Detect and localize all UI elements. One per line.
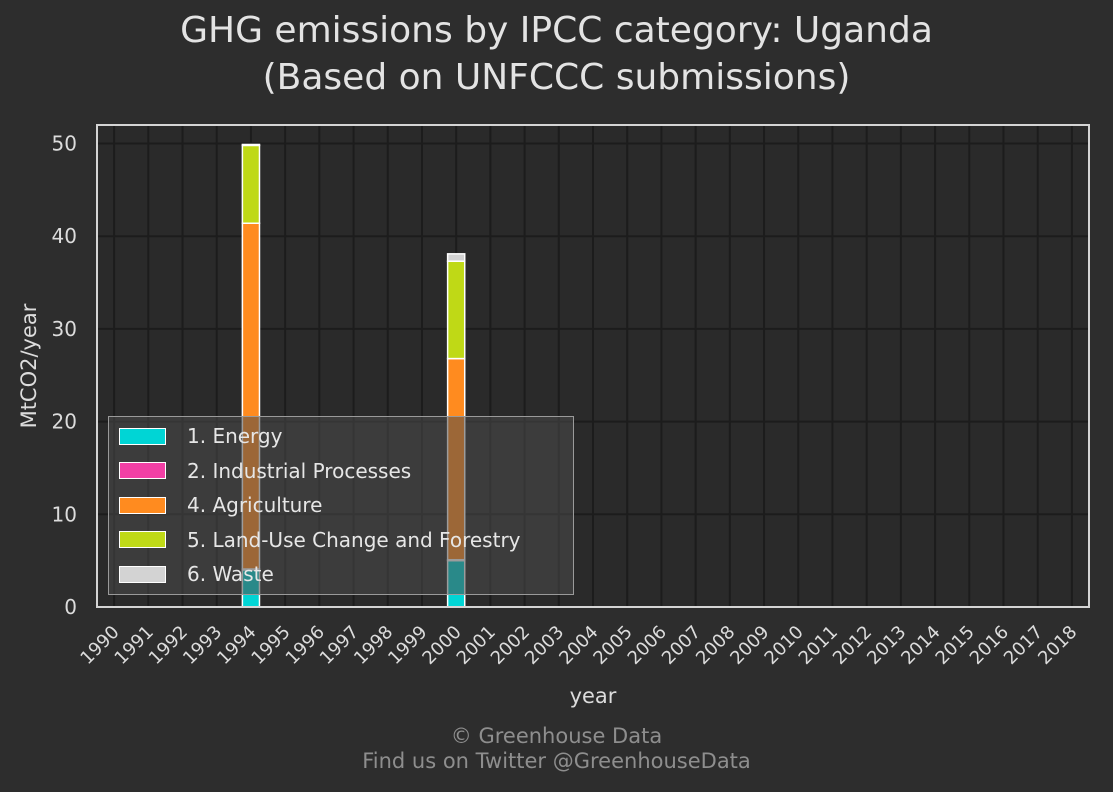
x-tick-label: 2017 (1000, 622, 1047, 669)
x-tick-label: 2010 (761, 622, 808, 669)
y-tick-label: 0 (64, 595, 77, 619)
legend-swatch (119, 496, 166, 514)
x-tick-label: 2014 (897, 622, 944, 669)
legend-item: 4. Agriculture (119, 493, 323, 517)
y-axis-label: MtCO2/year (17, 303, 41, 428)
x-tick-label: 1998 (350, 622, 397, 669)
x-tick-label: 2011 (795, 622, 842, 669)
x-tick-label: 1999 (384, 622, 431, 669)
copyright-text: © Greenhouse Data (450, 724, 663, 748)
x-tick-label: 2004 (555, 622, 602, 669)
x-tick-label: 2000 (418, 622, 465, 669)
legend-swatch (119, 427, 166, 445)
twitter-credit: Find us on Twitter @GreenhouseData (362, 749, 751, 773)
legend-label: 5. Land-Use Change and Forestry (187, 527, 521, 552)
legend-swatch (119, 531, 166, 548)
x-tick-label: 2005 (589, 622, 636, 669)
legend: 1. Energy 2. Industrial Processes 4. Agric… (108, 416, 574, 595)
bar-segment (446, 260, 466, 360)
legend-label: 4. Agriculture (187, 493, 323, 517)
plot-frame (96, 124, 1090, 608)
x-tick-label: 2007 (658, 622, 705, 669)
x-tick-label: 1996 (282, 622, 329, 669)
x-tick-label: 1992 (145, 622, 192, 669)
x-tick-label: 1994 (213, 622, 260, 669)
x-tick-label: 2018 (1034, 622, 1081, 669)
x-tick-label: 1995 (247, 622, 294, 669)
legend-item: 2. Industrial Processes (119, 458, 412, 483)
x-tick-label: 2001 (453, 622, 500, 669)
y-tick-label: 20 (52, 410, 77, 434)
chart-title-line-1: GHG emissions by IPCC category: Uganda (180, 10, 933, 51)
legend-label: 2. Industrial Processes (187, 458, 412, 483)
legend-swatch (119, 462, 166, 479)
legend-label: 1. Energy (187, 424, 283, 448)
bar-segment (241, 144, 261, 225)
x-tick-label: 2015 (932, 622, 979, 669)
x-tick-label: 1990 (76, 622, 123, 669)
x-tick-label: 2009 (726, 622, 773, 669)
y-tick-label: 50 (52, 132, 77, 156)
x-tick-label: 1993 (179, 622, 226, 669)
x-tick-label: 2003 (521, 622, 568, 669)
bar-segment (241, 143, 261, 147)
x-axis-label: year (570, 684, 617, 708)
x-tick-label: 2013 (863, 622, 910, 669)
legend-item: 6. Waste (119, 562, 274, 586)
x-tick-label: 2016 (966, 622, 1013, 669)
x-tick-label: 1997 (316, 622, 363, 669)
x-tick-label: 1991 (111, 622, 158, 669)
legend-item: 5. Land-Use Change and Forestry (119, 527, 521, 552)
y-tick-label: 10 (52, 502, 77, 526)
x-tick-label: 2006 (624, 622, 671, 669)
legend-item: 1. Energy (119, 424, 283, 448)
x-tick-label: 2008 (692, 622, 739, 669)
y-tick-label: 30 (52, 317, 77, 341)
x-tick-label: 2012 (829, 622, 876, 669)
y-tick-label: 40 (52, 224, 77, 248)
bar-segment (446, 253, 466, 263)
legend-label: 6. Waste (187, 562, 274, 586)
chart-title-line-2: (Based on UNFCCC submissions) (262, 57, 851, 98)
x-tick-label: 2002 (487, 622, 534, 669)
legend-swatch (119, 565, 166, 583)
